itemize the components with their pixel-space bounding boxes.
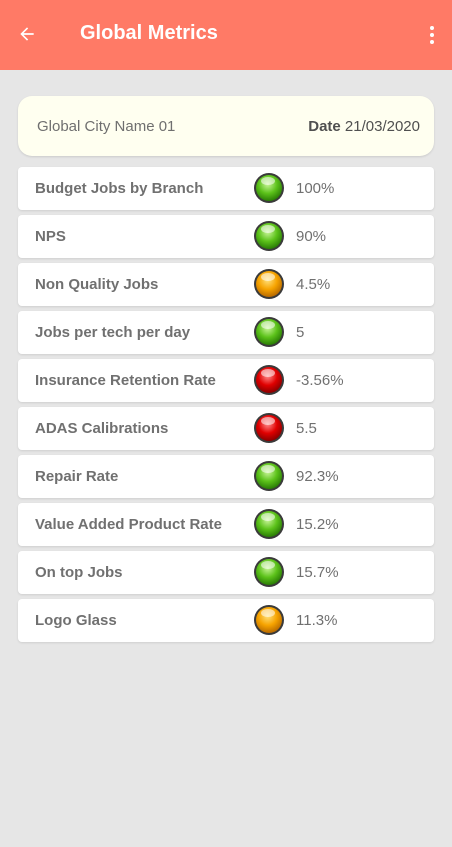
city-name: Global City Name 01 — [37, 117, 176, 135]
metric-row[interactable]: Repair Rate 92.3% — [18, 455, 434, 498]
date-value: 21/03/2020 — [344, 117, 420, 135]
metric-label: Logo Glass — [35, 612, 117, 629]
date-label: Date — [308, 117, 341, 135]
metric-label: NPS — [35, 228, 66, 245]
metric-row[interactable]: Jobs per tech per day 5 — [18, 311, 434, 354]
green-status-light-icon — [254, 221, 284, 251]
metric-label: ADAS Calibrations — [35, 420, 169, 437]
date-display: Date 21/03/2020 — [308, 118, 420, 135]
metric-value: 90% — [296, 228, 327, 245]
green-status-light-icon — [254, 509, 284, 539]
metric-row[interactable]: Value Added Product Rate 15.2% — [18, 503, 434, 546]
green-status-light-icon — [254, 317, 284, 347]
app-bar: Global Metrics — [0, 0, 452, 70]
metric-value: 15.7% — [296, 564, 339, 581]
metric-row[interactable]: Non Quality Jobs 4.5% — [18, 263, 434, 306]
metrics-list: Budget Jobs by Branch 100% NPS 90% Non Quali… — [18, 167, 434, 647]
metric-value: 92.3% — [296, 468, 339, 485]
orange-status-light-icon — [254, 605, 284, 635]
metric-row[interactable]: Logo Glass 11.3% — [18, 599, 434, 642]
metric-row[interactable]: Budget Jobs by Branch 100% — [18, 167, 434, 210]
metric-value: 4.5% — [296, 276, 331, 293]
metric-label: Insurance Retention Rate — [35, 372, 216, 389]
more-vertical-icon[interactable] — [426, 22, 438, 48]
metric-label: Repair Rate — [35, 468, 119, 485]
orange-status-light-icon — [254, 269, 284, 299]
red-status-light-icon — [254, 413, 284, 443]
metric-row[interactable]: On top Jobs 15.7% — [18, 551, 434, 594]
city-date-card: Global City Name 01 Date 21/03/2020 — [18, 96, 434, 156]
metric-value: 100% — [296, 180, 335, 197]
metric-value: 15.2% — [296, 516, 339, 533]
green-status-light-icon — [254, 173, 284, 203]
metric-row[interactable]: ADAS Calibrations 5.5 — [18, 407, 434, 450]
metric-value: 11.3% — [296, 612, 338, 629]
metric-row[interactable]: NPS 90% — [18, 215, 434, 258]
metric-label: Budget Jobs by Branch — [35, 180, 204, 197]
metric-label: On top Jobs — [35, 564, 123, 581]
metric-row[interactable]: Insurance Retention Rate -3.56% — [18, 359, 434, 402]
green-status-light-icon — [254, 461, 284, 491]
metric-value: 5 — [296, 324, 305, 341]
page-title: Global Metrics — [80, 22, 218, 44]
metric-value: 5.5 — [296, 420, 317, 437]
green-status-light-icon — [254, 557, 284, 587]
metric-label: Jobs per tech per day — [35, 324, 191, 341]
metric-label: Non Quality Jobs — [35, 276, 159, 293]
red-status-light-icon — [254, 365, 284, 395]
metric-value: -3.56% — [296, 372, 344, 389]
back-arrow-icon[interactable] — [14, 21, 40, 47]
metric-label: Value Added Product Rate — [35, 516, 222, 533]
